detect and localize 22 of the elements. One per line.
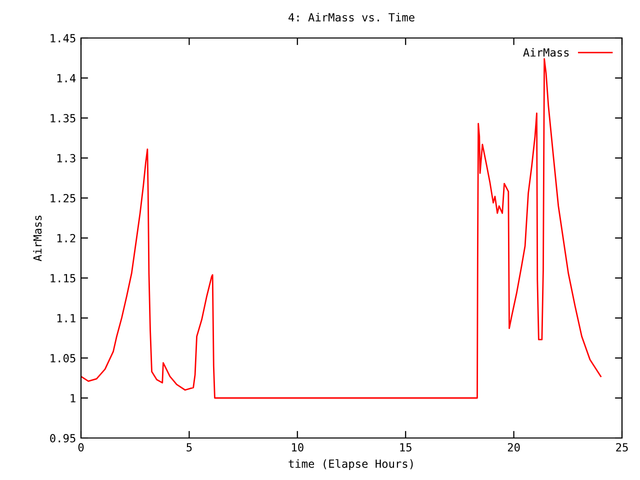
x-tick-label: 5	[186, 443, 192, 452]
y-tick-label: 1.45	[50, 34, 76, 42]
y-tick-label: 1	[70, 394, 76, 402]
y-tick-label: 1.1	[57, 314, 76, 322]
x-axis-title: time (Elapse Hours)	[288, 459, 413, 470]
y-tick-label: 1.2	[57, 234, 76, 242]
y-tick-label: 1.35	[50, 114, 76, 122]
y-tick-label: 1.05	[50, 354, 76, 362]
x-tick-label: 10	[292, 443, 304, 452]
y-tick-label: 1.4	[57, 74, 76, 82]
x-tick-label: 20	[508, 443, 520, 452]
y-tick-label: 1.3	[57, 154, 76, 162]
x-tick-label: 0	[78, 443, 84, 452]
line-series	[81, 58, 602, 399]
y-axis-title: AirMass	[33, 216, 42, 262]
chart-title: 4: AirMass vs. Time	[288, 12, 414, 22]
y-tick-label: 0.95	[50, 434, 76, 442]
y-tick-label: 1.25	[50, 194, 76, 202]
x-tick-label: 15	[400, 443, 412, 452]
legend-label: AirMass	[523, 48, 569, 57]
y-tick-label: 1.15	[50, 274, 76, 282]
x-tick-label: 25	[616, 443, 628, 452]
